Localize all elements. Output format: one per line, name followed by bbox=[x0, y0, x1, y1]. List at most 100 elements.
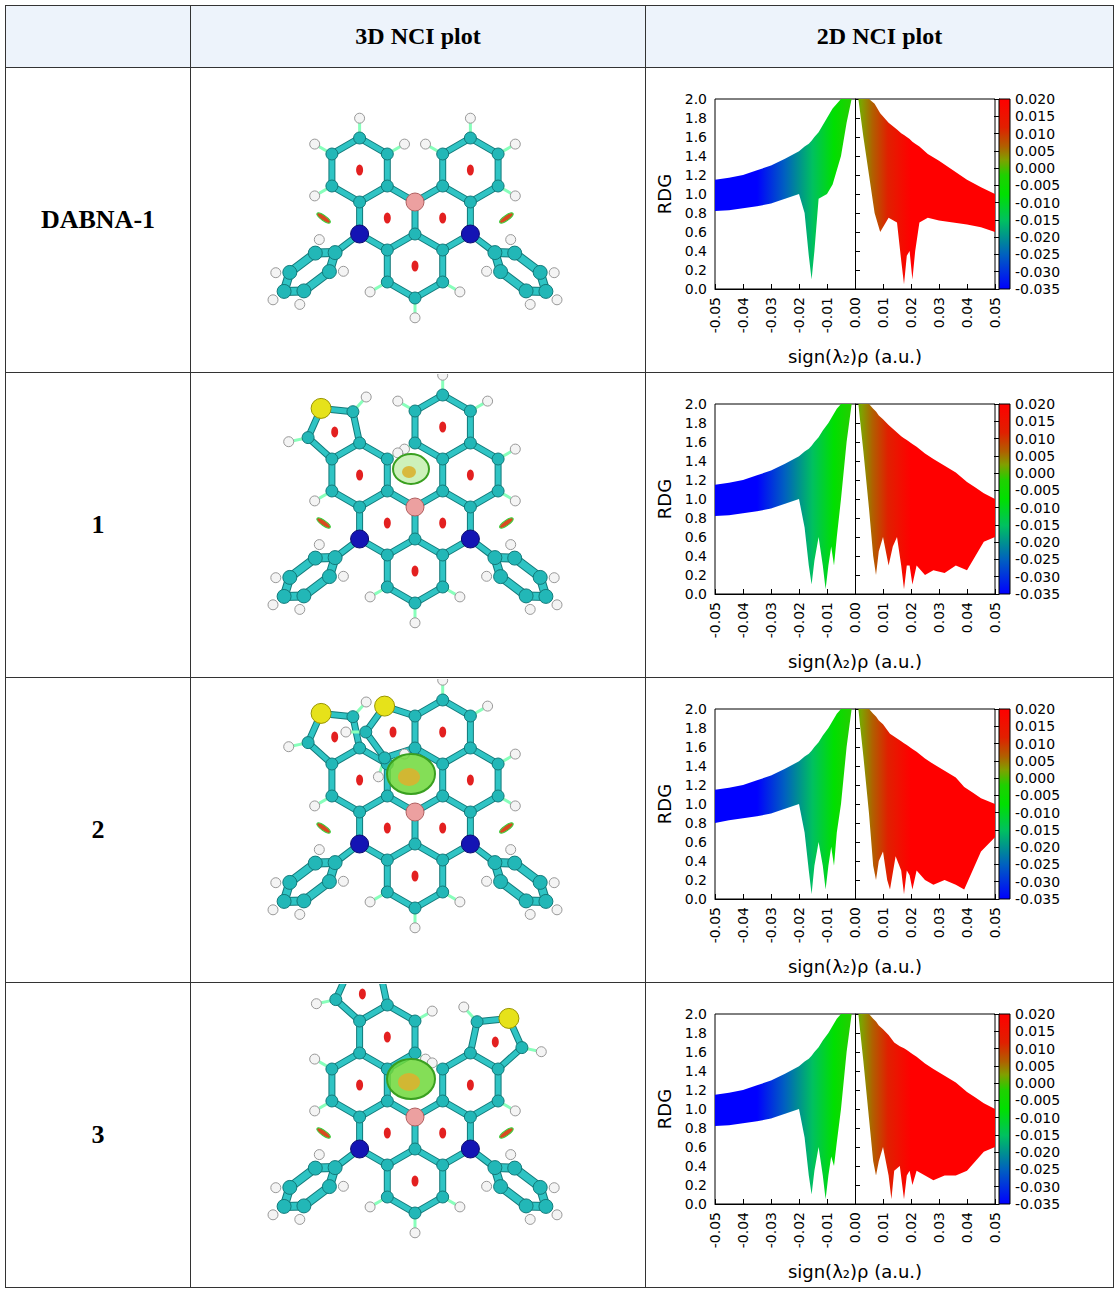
svg-text:-0.005: -0.005 bbox=[1015, 177, 1060, 193]
svg-text:-0.02: -0.02 bbox=[791, 907, 807, 943]
svg-text:1.6: 1.6 bbox=[684, 129, 706, 145]
svg-text:-0.04: -0.04 bbox=[735, 906, 751, 942]
svg-text:1.6: 1.6 bbox=[684, 434, 706, 450]
svg-text:0.6: 0.6 bbox=[684, 1139, 706, 1155]
svg-text:0.000: 0.000 bbox=[1015, 1075, 1055, 1091]
svg-text:0.2: 0.2 bbox=[684, 567, 706, 583]
svg-text:-0.02: -0.02 bbox=[791, 1212, 807, 1248]
svg-text:0.04: 0.04 bbox=[959, 906, 975, 937]
svg-text:0.02: 0.02 bbox=[903, 907, 919, 938]
svg-text:1.6: 1.6 bbox=[684, 739, 706, 755]
svg-text:0.03: 0.03 bbox=[931, 297, 947, 328]
svg-text:0.010: 0.010 bbox=[1015, 735, 1055, 751]
svg-text:0.010: 0.010 bbox=[1015, 430, 1055, 446]
svg-text:0.015: 0.015 bbox=[1015, 718, 1055, 734]
svg-text:-0.025: -0.025 bbox=[1015, 1161, 1060, 1177]
svg-text:0.01: 0.01 bbox=[875, 602, 891, 633]
svg-text:sign(λ₂)ρ (a.u.): sign(λ₂)ρ (a.u.) bbox=[787, 1260, 921, 1281]
svg-text:0.0: 0.0 bbox=[684, 281, 706, 297]
svg-text:-0.010: -0.010 bbox=[1015, 194, 1060, 210]
svg-text:-0.010: -0.010 bbox=[1015, 1109, 1060, 1125]
svg-text:2.0: 2.0 bbox=[684, 701, 706, 717]
svg-text:-0.03: -0.03 bbox=[763, 907, 779, 943]
svg-text:-0.04: -0.04 bbox=[735, 601, 751, 637]
svg-text:1.8: 1.8 bbox=[684, 1025, 706, 1041]
svg-text:0.02: 0.02 bbox=[903, 602, 919, 633]
svg-text:-0.020: -0.020 bbox=[1015, 229, 1060, 245]
svg-text:1.2: 1.2 bbox=[684, 1082, 706, 1098]
svg-text:0.8: 0.8 bbox=[684, 815, 706, 831]
svg-text:0.005: 0.005 bbox=[1015, 447, 1055, 463]
svg-text:0.005: 0.005 bbox=[1015, 1057, 1055, 1073]
svg-text:-0.020: -0.020 bbox=[1015, 534, 1060, 550]
svg-text:0.000: 0.000 bbox=[1015, 160, 1055, 176]
svg-text:0.020: 0.020 bbox=[1015, 1006, 1055, 1022]
svg-text:-0.010: -0.010 bbox=[1015, 804, 1060, 820]
svg-text:0.04: 0.04 bbox=[959, 1211, 975, 1242]
svg-text:1.8: 1.8 bbox=[684, 110, 706, 126]
svg-text:RDG: RDG bbox=[653, 173, 674, 213]
svg-text:0.2: 0.2 bbox=[684, 1177, 706, 1193]
svg-text:0.0: 0.0 bbox=[684, 1196, 706, 1212]
svg-text:1.2: 1.2 bbox=[684, 167, 706, 183]
svg-text:0.00: 0.00 bbox=[847, 297, 863, 328]
svg-text:-0.025: -0.025 bbox=[1015, 551, 1060, 567]
svg-text:0.8: 0.8 bbox=[684, 510, 706, 526]
svg-text:-0.05: -0.05 bbox=[707, 1212, 723, 1248]
svg-text:0.000: 0.000 bbox=[1015, 465, 1055, 481]
svg-text:0.00: 0.00 bbox=[847, 602, 863, 633]
svg-text:0.005: 0.005 bbox=[1015, 752, 1055, 768]
svg-text:0.0: 0.0 bbox=[684, 586, 706, 602]
svg-text:0.005: 0.005 bbox=[1015, 142, 1055, 158]
svg-text:0.015: 0.015 bbox=[1015, 108, 1055, 124]
svg-text:-0.05: -0.05 bbox=[707, 907, 723, 943]
svg-text:0.015: 0.015 bbox=[1015, 1023, 1055, 1039]
svg-text:sign(λ₂)ρ (a.u.): sign(λ₂)ρ (a.u.) bbox=[787, 345, 921, 366]
svg-text:2.0: 2.0 bbox=[684, 1006, 706, 1022]
svg-text:0.05: 0.05 bbox=[987, 907, 1003, 938]
svg-text:1.8: 1.8 bbox=[684, 415, 706, 431]
svg-text:-0.030: -0.030 bbox=[1015, 1178, 1060, 1194]
svg-text:1.8: 1.8 bbox=[684, 720, 706, 736]
svg-text:1.4: 1.4 bbox=[684, 1063, 706, 1079]
svg-text:0.0: 0.0 bbox=[684, 891, 706, 907]
svg-text:-0.020: -0.020 bbox=[1015, 839, 1060, 855]
svg-text:0.010: 0.010 bbox=[1015, 125, 1055, 141]
svg-text:-0.05: -0.05 bbox=[707, 297, 723, 333]
svg-text:sign(λ₂)ρ (a.u.): sign(λ₂)ρ (a.u.) bbox=[787, 955, 921, 976]
svg-text:0.000: 0.000 bbox=[1015, 770, 1055, 786]
svg-text:0.02: 0.02 bbox=[903, 297, 919, 328]
svg-text:0.03: 0.03 bbox=[931, 1212, 947, 1243]
svg-text:0.4: 0.4 bbox=[684, 853, 706, 869]
svg-text:-0.04: -0.04 bbox=[735, 1211, 751, 1247]
svg-text:0.01: 0.01 bbox=[875, 1212, 891, 1243]
svg-text:0.4: 0.4 bbox=[684, 1158, 706, 1174]
svg-text:0.010: 0.010 bbox=[1015, 1040, 1055, 1056]
svg-text:0.020: 0.020 bbox=[1015, 91, 1055, 107]
svg-text:2.0: 2.0 bbox=[684, 91, 706, 107]
svg-text:-0.01: -0.01 bbox=[819, 602, 835, 638]
svg-text:1.4: 1.4 bbox=[684, 758, 706, 774]
svg-text:0.04: 0.04 bbox=[959, 296, 975, 327]
svg-text:-0.04: -0.04 bbox=[735, 296, 751, 332]
svg-text:-0.035: -0.035 bbox=[1015, 891, 1060, 907]
svg-text:0.05: 0.05 bbox=[987, 602, 1003, 633]
svg-text:-0.01: -0.01 bbox=[819, 297, 835, 333]
svg-text:-0.03: -0.03 bbox=[763, 602, 779, 638]
svg-text:0.8: 0.8 bbox=[684, 1120, 706, 1136]
svg-text:1.0: 1.0 bbox=[684, 796, 706, 812]
svg-text:2.0: 2.0 bbox=[684, 396, 706, 412]
svg-text:-0.05: -0.05 bbox=[707, 602, 723, 638]
svg-text:-0.03: -0.03 bbox=[763, 1212, 779, 1248]
svg-text:0.00: 0.00 bbox=[847, 1212, 863, 1243]
svg-text:0.05: 0.05 bbox=[987, 1212, 1003, 1243]
svg-text:-0.030: -0.030 bbox=[1015, 568, 1060, 584]
svg-text:0.4: 0.4 bbox=[684, 548, 706, 564]
svg-text:1.4: 1.4 bbox=[684, 453, 706, 469]
svg-text:1.6: 1.6 bbox=[684, 1044, 706, 1060]
svg-text:-0.015: -0.015 bbox=[1015, 821, 1060, 837]
svg-text:1.0: 1.0 bbox=[684, 186, 706, 202]
svg-text:0.03: 0.03 bbox=[931, 602, 947, 633]
svg-text:0.04: 0.04 bbox=[959, 601, 975, 632]
svg-text:0.01: 0.01 bbox=[875, 297, 891, 328]
